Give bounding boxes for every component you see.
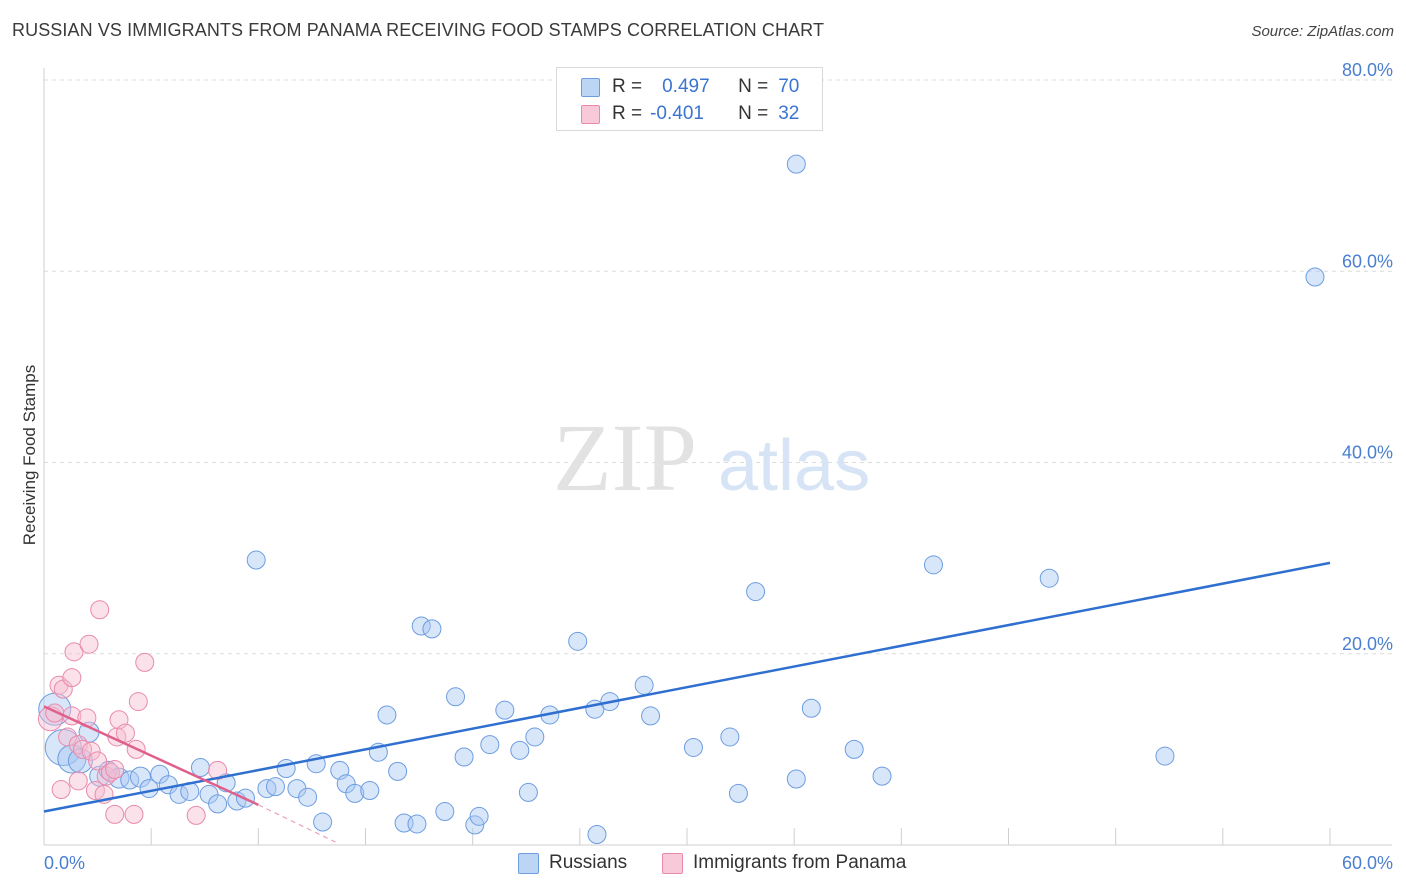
russians-point	[407, 814, 427, 834]
russians-point	[844, 739, 864, 759]
russians-point	[246, 550, 266, 570]
russians-point	[360, 780, 380, 800]
russians-point	[411, 616, 431, 636]
panama-point	[124, 804, 144, 824]
russians-point	[465, 815, 485, 835]
legend-r-value: -0.401	[650, 103, 704, 124]
russians-point	[587, 824, 607, 844]
panama-point	[68, 771, 88, 791]
panama-point	[81, 741, 101, 761]
legend-n-value: 32	[778, 103, 800, 124]
russians-point	[923, 555, 943, 575]
russians-point	[786, 769, 806, 789]
russians-point	[568, 631, 588, 651]
russians-point	[265, 777, 285, 797]
y-tick-label: 80.0%	[1342, 60, 1393, 80]
russians-trend-line	[43, 561, 1331, 813]
russians-point	[641, 706, 661, 726]
legend-label-russians: Russians	[549, 852, 628, 873]
watermark-atlas: atlas	[718, 426, 870, 506]
panama-point	[58, 727, 78, 747]
russians-point	[746, 582, 766, 602]
russians-point	[377, 705, 397, 725]
legend-item-russians: Russians	[518, 852, 627, 874]
russians-point	[298, 787, 318, 807]
russians-point	[480, 735, 500, 755]
russians-point	[786, 154, 806, 174]
russians-point	[469, 806, 489, 826]
panama-point	[135, 652, 155, 672]
y-tick-label: 60.0%	[1342, 251, 1393, 271]
legend-n-label: N =	[738, 76, 769, 97]
grid-lines	[44, 79, 1392, 655]
panama-point	[79, 634, 99, 654]
russians-point	[388, 761, 408, 781]
chart-title: RUSSIAN VS IMMIGRANTS FROM PANAMA RECEIV…	[12, 20, 825, 40]
y-tick-label: 40.0%	[1342, 443, 1393, 463]
russians-point	[728, 783, 748, 803]
legend-swatch-russians	[581, 77, 600, 97]
russians-point	[313, 812, 333, 832]
legend-r-label: R =	[612, 103, 643, 124]
russians-point	[276, 759, 296, 778]
legend-label-panama: Immigrants from Panama	[693, 852, 907, 873]
russians-point	[801, 698, 821, 718]
russians-point	[190, 758, 210, 778]
tick-labels: 20.0% 40.0% 60.0% 80.0% 0.0% 60.0%	[44, 60, 1393, 873]
panama-point	[90, 600, 110, 620]
legend-row-russians: R = 0.497 N = 70	[581, 74, 799, 100]
legend-r-label: R =	[612, 76, 643, 97]
russians-point	[518, 782, 538, 802]
y-axis-label: Receiving Food Stamps	[20, 365, 39, 545]
panama-point	[115, 723, 135, 743]
russians-point	[683, 737, 703, 757]
source-label: Source: ZipAtlas.com	[1251, 23, 1394, 40]
russians-point	[1155, 746, 1175, 766]
russians-point	[1305, 267, 1325, 287]
legend-swatch-panama-bottom	[662, 852, 683, 874]
legend-swatch-russians-bottom	[518, 852, 539, 874]
panama-point	[208, 760, 228, 780]
russians-point	[446, 687, 466, 707]
watermark-zip: ZIP	[553, 404, 697, 511]
russians-point	[872, 766, 892, 786]
x-tick-label: 60.0%	[1342, 853, 1393, 873]
russians-point	[634, 675, 654, 695]
russians-point	[510, 740, 530, 760]
russians-point	[525, 727, 545, 747]
panama-point	[186, 805, 206, 825]
axes	[43, 68, 1392, 846]
panama-point	[105, 804, 125, 824]
panama-trend-line	[43, 705, 259, 806]
legend-n-label: N =	[738, 103, 769, 124]
russians-point	[208, 794, 228, 814]
y-tick-label: 20.0%	[1342, 634, 1393, 654]
legend-n-value: 70	[778, 76, 800, 97]
russians-point	[1039, 568, 1059, 588]
stats-legend: R = 0.497 N = 70 R = -0.401 N = 32	[556, 67, 823, 131]
russians-point	[435, 802, 455, 822]
trend-lines	[43, 561, 1331, 843]
russians-point	[345, 783, 365, 803]
panama-point	[105, 759, 125, 779]
panama-point	[64, 642, 84, 662]
panama-point	[88, 751, 108, 771]
panama-point	[128, 692, 148, 712]
russians-point	[422, 619, 442, 639]
panama-point	[62, 668, 82, 688]
legend-row-panama: R = -0.401 N = 32	[581, 101, 799, 127]
legend-item-panama: Immigrants from Panama	[662, 852, 906, 874]
russians-point	[720, 727, 740, 747]
legend-r-value: 0.497	[662, 76, 710, 97]
russians-point	[67, 748, 93, 774]
x-tick-label: 0.0%	[44, 853, 85, 873]
panama-point	[51, 780, 71, 800]
russians-point	[495, 700, 515, 720]
russians-point	[454, 747, 474, 767]
legend-swatch-panama	[581, 104, 600, 124]
